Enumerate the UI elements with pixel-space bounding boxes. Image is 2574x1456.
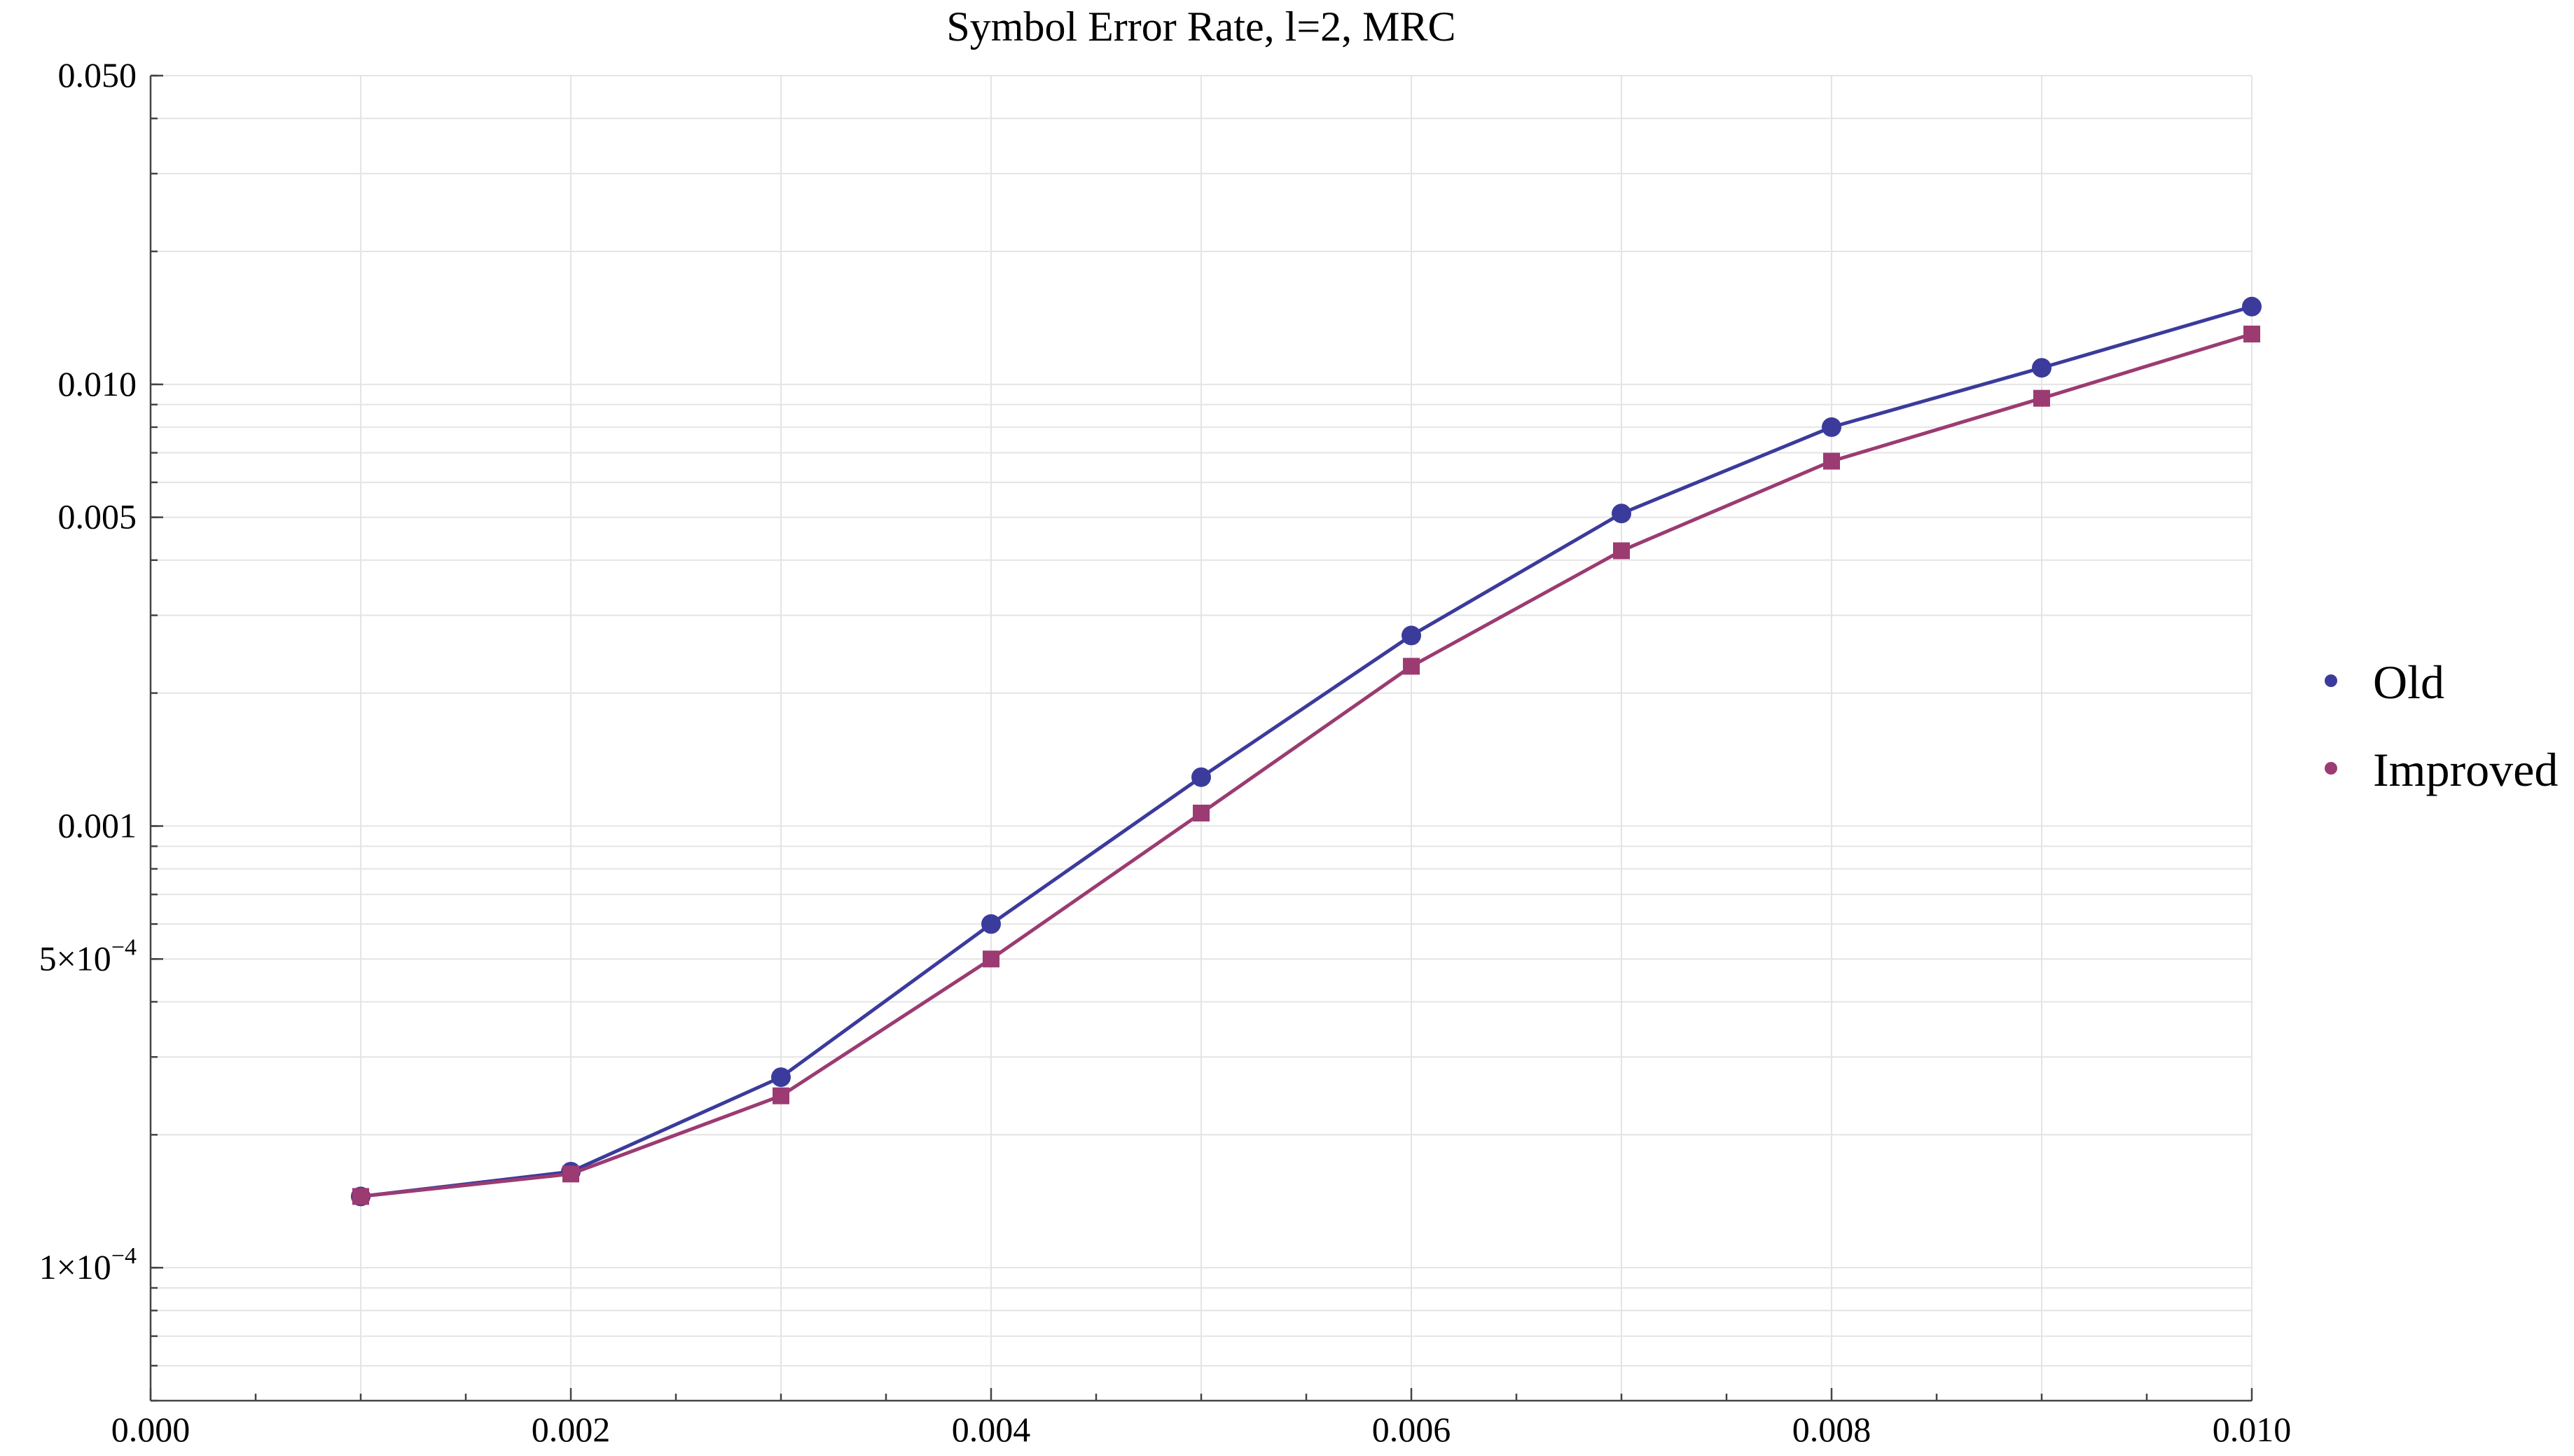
legend: Old Improved bbox=[2325, 656, 2558, 796]
data-point-old bbox=[981, 914, 1001, 934]
data-point-improved bbox=[352, 1188, 369, 1205]
x-tick-label: 0.006 bbox=[1372, 1410, 1451, 1449]
data-point-improved bbox=[1193, 804, 1210, 821]
data-point-improved bbox=[1613, 542, 1630, 560]
y-tick-label: 0.005 bbox=[58, 497, 137, 536]
y-tick-label: 0.001 bbox=[58, 805, 137, 845]
data-point-improved bbox=[2033, 389, 2050, 407]
data-point-improved bbox=[983, 950, 999, 968]
legend-marker-improved bbox=[2325, 762, 2337, 775]
x-tick-label: 0.008 bbox=[1792, 1410, 1871, 1449]
series-line-improved bbox=[360, 332, 2253, 1198]
y-tick-label: 0.010 bbox=[58, 364, 137, 403]
x-tick-label: 0.010 bbox=[2213, 1410, 2292, 1449]
data-point-old bbox=[1822, 417, 1841, 437]
data-point-old bbox=[2242, 296, 2262, 317]
y-tick-label-base: 5×10 bbox=[39, 938, 111, 978]
data-point-improved bbox=[773, 1087, 789, 1104]
data-point-improved bbox=[2243, 325, 2260, 342]
data-point-old bbox=[1191, 767, 1211, 787]
data-point-improved bbox=[1403, 658, 1420, 675]
legend-label-improved: Improved bbox=[2373, 743, 2558, 796]
data-point-improved bbox=[562, 1165, 579, 1183]
y-tick-label: 5×10−4 bbox=[39, 934, 137, 978]
data-point-old bbox=[771, 1067, 791, 1088]
data-point-improved bbox=[1823, 452, 1840, 470]
x-tick-label: 0.004 bbox=[952, 1410, 1031, 1449]
y-tick-label-exponent: −4 bbox=[111, 934, 137, 960]
chart-title: Symbol Error Rate, l=2, MRC bbox=[946, 4, 1455, 50]
series-line-old bbox=[360, 305, 2253, 1198]
grid-lines bbox=[151, 75, 2253, 1401]
legend-marker-old bbox=[2325, 674, 2337, 687]
y-tick-label: 0.050 bbox=[58, 55, 137, 95]
data-point-old bbox=[1402, 625, 1421, 646]
data-point-old bbox=[1612, 504, 1631, 524]
data-point-old bbox=[2032, 358, 2051, 378]
y-tick-label-exponent: −4 bbox=[111, 1243, 137, 1269]
y-tick-label: 1×10−4 bbox=[39, 1243, 137, 1287]
legend-label-old: Old bbox=[2373, 656, 2444, 709]
x-tick-label: 0.000 bbox=[111, 1410, 191, 1449]
x-tick-label: 0.002 bbox=[532, 1410, 611, 1449]
y-tick-label-base: 1×10 bbox=[39, 1247, 111, 1287]
series-layer bbox=[351, 296, 2262, 1207]
